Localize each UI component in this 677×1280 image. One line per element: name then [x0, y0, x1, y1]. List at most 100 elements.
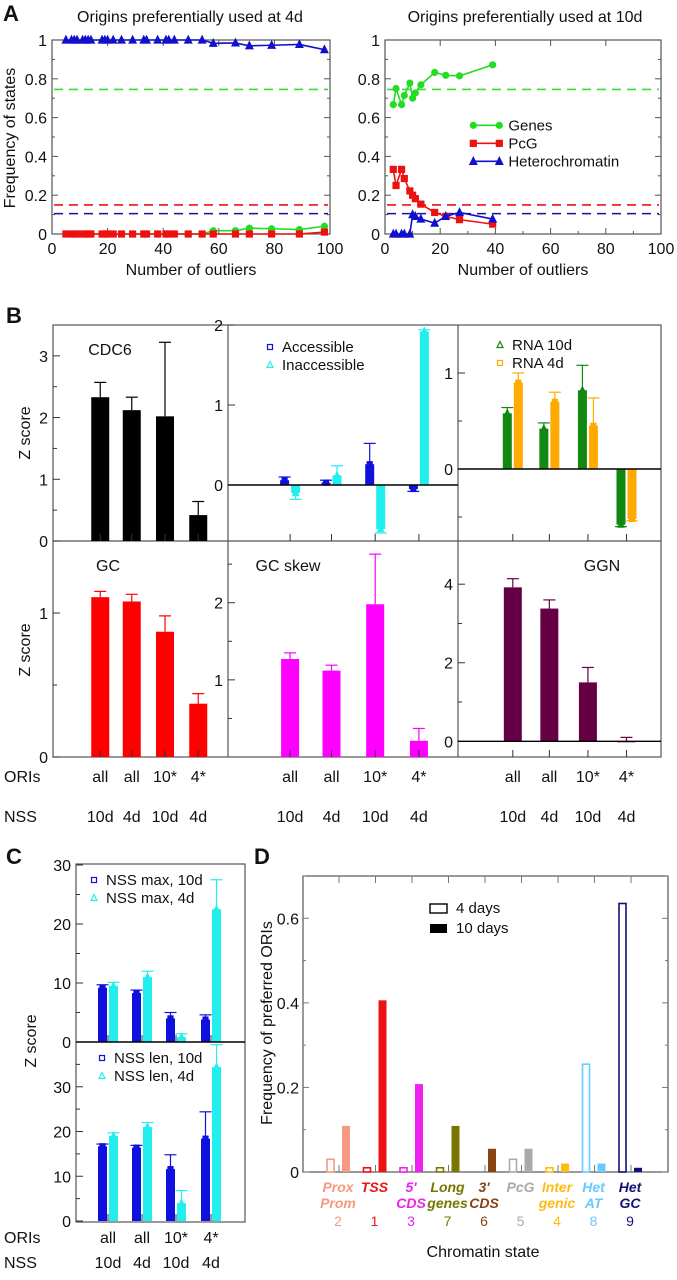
x-label-nss: 10d [277, 809, 304, 826]
bar-c-max-1-0 [109, 985, 118, 1042]
bar-4-days-2 [399, 1166, 408, 1173]
data-marker [133, 989, 140, 997]
data-point-heterochromatin [405, 228, 415, 238]
data-point-genes [431, 68, 439, 76]
category-label-line2: genes [426, 1195, 468, 1211]
x-label-oris: all [505, 769, 521, 786]
data-marker [212, 904, 221, 913]
x-tick-label: 20 [431, 241, 449, 258]
panel-b-top-ylabel: Z score [17, 406, 34, 459]
bar-b-rna-0-0 [502, 413, 512, 469]
bar-b-rna-0-1 [539, 428, 549, 469]
data-marker [143, 972, 152, 981]
legend-label: Inaccessible [282, 357, 365, 374]
y-tick-label: 0 [371, 227, 380, 244]
data-point-genes [455, 72, 464, 80]
y-tick-label: 2 [214, 318, 223, 335]
legend-label: RNA 10d [512, 337, 572, 354]
x-label-nss: 10d [575, 809, 602, 826]
data-point-genes [245, 224, 253, 232]
bar-b-cdc6-0-3 [189, 515, 208, 541]
bar-c-len-0-3 [201, 1138, 210, 1221]
bar-4-days-0 [326, 1158, 335, 1173]
data-point-genes [400, 91, 408, 100]
y-tick-label: 0 [444, 734, 453, 751]
bar-b-gcskew-0-0 [281, 659, 300, 757]
data-point-heterochromatin [72, 34, 82, 44]
x-label-oris: all [282, 769, 298, 786]
bar-b-gc-0-1 [122, 601, 141, 757]
y-tick-label: 2 [39, 411, 48, 428]
bar-10-days-7 [597, 1163, 606, 1172]
data-point-genes [442, 71, 450, 79]
data-marker [410, 485, 417, 493]
panel-a-left-plot: 0 20 40 60 80 100 0 0.2 0.4 0.6 0.8 1 [25, 33, 344, 258]
data-point-pcg [117, 230, 126, 238]
y-tick-label: 0.8 [25, 72, 47, 89]
data-point-heterochromatin [294, 39, 304, 49]
data-point-pcg [170, 230, 178, 238]
category-label-line2: genic [538, 1195, 576, 1211]
y-tick-label: 20 [53, 1125, 71, 1142]
legend-swatch-outline [429, 903, 448, 914]
x-label-nss: 4d [202, 1255, 220, 1272]
category-label-line2: Prom [320, 1195, 356, 1211]
data-marker [167, 1165, 174, 1173]
bar-c-max-0-2 [166, 1018, 175, 1042]
legend-label: NSS max, 10d [106, 872, 203, 889]
bar-b-cdc6-0-0 [91, 397, 110, 541]
x-label-nss: 10d [95, 1255, 122, 1272]
y-tick-label: 0.2 [277, 1080, 299, 1097]
y-tick-label: 0 [38, 227, 47, 244]
x-label-oris: all [124, 769, 140, 786]
legend-label: RNA 4d [512, 355, 564, 372]
category-label-line2: AT [584, 1195, 604, 1211]
legend-marker [494, 156, 504, 165]
bar-b-rna-0-3 [616, 469, 626, 525]
data-point-pcg [295, 230, 304, 238]
y-tick-label: 0 [214, 478, 223, 495]
y-tick-label: 0 [290, 1165, 299, 1182]
data-point-heterochromatin [391, 228, 401, 238]
bar-b-gcskew-0-2 [366, 604, 385, 757]
category-label-line1: TSS [361, 1179, 389, 1195]
bar-c-max-0-0 [98, 987, 107, 1042]
data-point-heterochromatin [164, 34, 174, 44]
data-point-genes [389, 101, 397, 109]
legend-label: NSS max, 4d [106, 890, 194, 907]
legend-marker [90, 876, 98, 884]
bar-4-days-8 [618, 902, 627, 1173]
data-point-genes [411, 89, 419, 97]
panel-label-c: C [6, 844, 22, 869]
legend-marker [98, 1054, 106, 1062]
panel-label-a: A [3, 1, 19, 26]
x-label-nss: 10d [362, 809, 389, 826]
y-tick-label: 2 [444, 656, 453, 673]
panel-c-ylabel: Z score [23, 1014, 40, 1067]
data-point-heterochromatin [128, 34, 138, 44]
bar-b-accessibility-1-1 [332, 475, 342, 485]
y-tick-label: 0.2 [25, 188, 47, 205]
category-label-line2: CDS [469, 1195, 499, 1211]
data-point-heterochromatin [86, 34, 96, 44]
y-tick-label: 0.2 [358, 188, 380, 205]
data-marker [515, 379, 522, 386]
bar-b-gcskew-0-1 [322, 670, 341, 757]
bar-c-len-1-1 [143, 1127, 152, 1221]
legend-label: 10 days [456, 920, 509, 937]
y-tick-label: 1 [38, 33, 47, 50]
bar-4-days-5 [508, 1158, 518, 1173]
x-tick-label: 60 [210, 241, 228, 258]
data-marker [177, 1032, 186, 1041]
x-label-nss: 4d [323, 809, 341, 826]
legend-marker [469, 139, 477, 147]
y-tick-label: 30 [53, 1080, 71, 1097]
data-marker [590, 422, 597, 429]
data-marker [503, 408, 512, 417]
data-point-heterochromatin [169, 34, 179, 44]
x-label-oris: 4* [411, 769, 426, 786]
subplot-title: GC [96, 558, 120, 575]
